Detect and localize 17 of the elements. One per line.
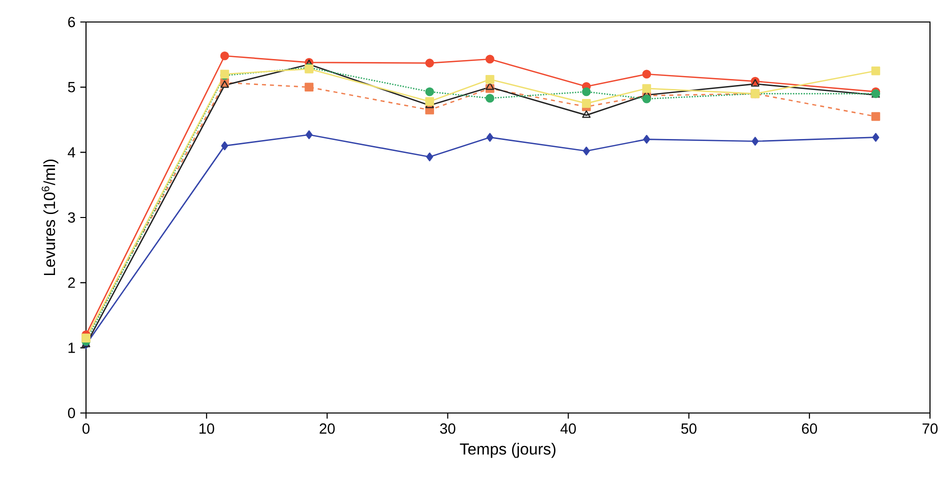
x-tick-label: 40: [560, 423, 576, 434]
y-tick-label: 4: [68, 147, 76, 158]
y-tick-label: 6: [68, 16, 75, 28]
y-tick-label: 5: [68, 82, 75, 92]
x-tick-label: 20: [320, 423, 335, 434]
x-tick-label: 50: [681, 423, 696, 434]
x-tick-label: 70: [922, 423, 938, 434]
y-tick-label: 3: [68, 212, 75, 223]
x-tick-label: 10: [200, 423, 214, 434]
y-tick-label: 0: [68, 408, 76, 418]
y-tick-label: 1: [68, 342, 75, 353]
x-tick-label: 0: [82, 423, 90, 434]
x-tick-label: 30: [440, 423, 456, 434]
y-axis-title: Levures (10$^{6}$/ml): [42, 160, 58, 276]
x-axis-title: Temps (jours): [460, 442, 556, 458]
x-tick-label: 60: [802, 423, 817, 434]
y-tick-label: 2: [68, 278, 75, 288]
